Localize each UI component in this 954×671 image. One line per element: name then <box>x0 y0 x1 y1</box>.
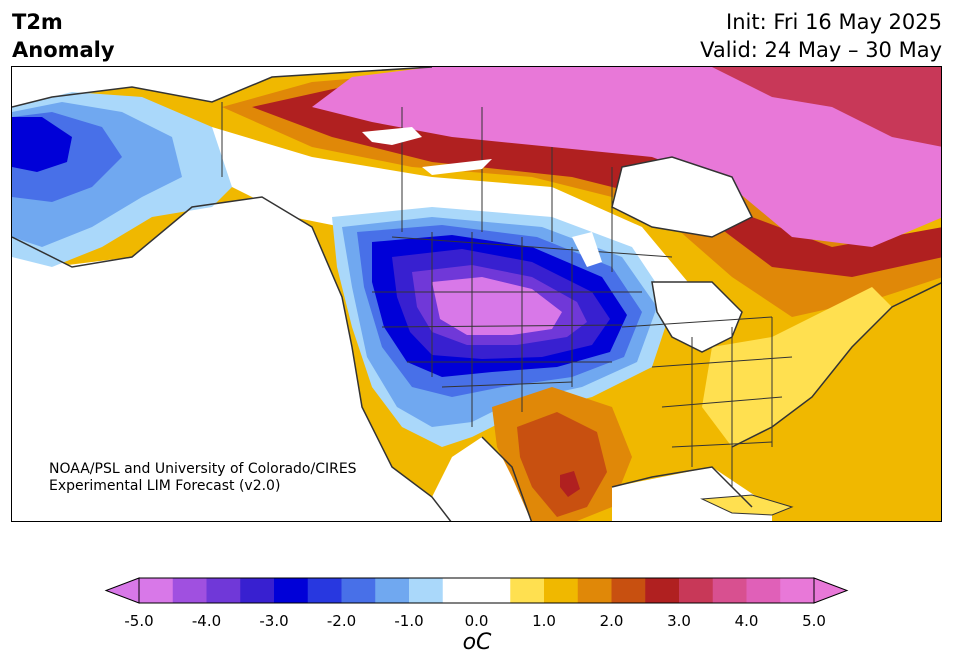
coastlines <box>12 67 941 521</box>
colorbar-bin <box>240 578 275 603</box>
colorbar-bin <box>206 578 241 603</box>
credit-line2: Experimental LIM Forecast (v2.0) <box>49 478 281 494</box>
colorbar-bin <box>746 578 781 603</box>
colorbar-bin <box>544 578 579 603</box>
colorbar-tick-label: 4.0 <box>734 612 759 630</box>
unit-symbol: oC <box>462 630 492 655</box>
colorbar-bin <box>510 578 545 603</box>
colorbar-bin <box>611 578 646 603</box>
colorbar-bin <box>139 578 174 603</box>
credit-text: NOAA/PSL and University of Colorado/CIRE… <box>49 461 357 495</box>
valid-date: Valid: 24 May – 30 May <box>700 38 942 62</box>
init-date: Init: Fri 16 May 2025 <box>726 10 942 34</box>
colorbar-bin <box>307 578 342 603</box>
colorbar-bin <box>476 578 511 603</box>
colorbar-extend-high <box>813 577 849 604</box>
title-line2: Anomaly <box>12 38 115 62</box>
colorbar-tick-label: -3.0 <box>259 612 289 630</box>
colorbar-bin <box>409 578 444 603</box>
colorbar-tick-label: 0.0 <box>464 612 489 630</box>
colorbar-bin <box>341 578 376 603</box>
colorbar-bin <box>577 578 612 603</box>
colorbar-bin <box>375 578 410 603</box>
credit-line1: NOAA/PSL and University of Colorado/CIRE… <box>49 461 357 477</box>
colorbar-tick-label: 3.0 <box>667 612 691 630</box>
colorbar-tick-label: 2.0 <box>599 612 624 630</box>
colorbar-tick-label: -2.0 <box>326 612 357 630</box>
colorbar <box>104 577 849 604</box>
colorbar-unit: oC <box>463 630 492 655</box>
colorbar-extend-low <box>104 577 140 604</box>
colorbar-tick-label: -4.0 <box>191 612 222 630</box>
colorbar-tick-label: 1.0 <box>532 612 556 630</box>
title-line1: T2m <box>12 10 63 34</box>
colorbar-bin <box>274 578 309 603</box>
colorbar-tick-label: -1.0 <box>394 612 424 630</box>
map-canvas <box>12 67 941 521</box>
colorbar-bin <box>172 578 207 603</box>
colorbar-frame <box>138 577 815 604</box>
map-title: T2m Anomaly <box>12 8 115 64</box>
colorbar-tick-label: -5.0 <box>124 612 154 630</box>
colorbar-bin <box>712 578 747 603</box>
colorbar-tick-label: 5.0 <box>802 612 826 630</box>
colorbar-bin <box>780 578 815 603</box>
colorbar-bin <box>442 578 477 603</box>
colorbar-bin <box>645 578 680 603</box>
political-borders <box>221 102 793 487</box>
anomaly-map <box>11 66 942 522</box>
forecast-dates: Init: Fri 16 May 2025 Valid: 24 May – 30… <box>700 8 942 64</box>
colorbar-bin <box>679 578 714 603</box>
